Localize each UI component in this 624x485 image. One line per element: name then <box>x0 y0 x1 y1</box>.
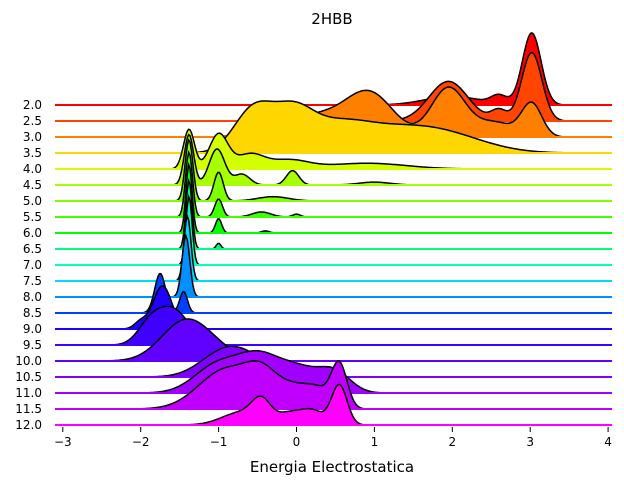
ridge-area <box>55 180 612 249</box>
row-label: 2.5 <box>23 114 42 128</box>
ridge-area <box>55 164 612 233</box>
ridge-series <box>55 100 613 154</box>
row-label: 4.5 <box>23 178 42 192</box>
row-label: 3.0 <box>23 130 42 144</box>
row-label: 5.0 <box>23 194 42 208</box>
row-label: 10.0 <box>15 354 42 368</box>
ridge-area <box>55 273 612 313</box>
ridge-line <box>55 178 612 250</box>
row-label: 6.0 <box>23 226 42 240</box>
ridge-area <box>55 285 612 329</box>
row-label: 8.5 <box>23 306 42 320</box>
ridge-series <box>55 138 612 202</box>
ridge-area <box>55 318 612 361</box>
ridge-line <box>55 194 612 266</box>
x-tick-label: −3 <box>54 435 72 449</box>
ridge-area <box>55 140 612 201</box>
ridge-area <box>55 360 612 409</box>
ridge-area <box>55 87 612 137</box>
row-label: 3.5 <box>23 146 42 160</box>
chart-title: 2HBB <box>311 10 352 28</box>
row-label: 2.0 <box>23 98 42 112</box>
x-tick-label: 3 <box>526 435 534 449</box>
row-label: 9.5 <box>23 338 42 352</box>
ridge-area <box>55 100 612 153</box>
ridge-series <box>55 178 612 250</box>
x-tick-label: 4 <box>604 435 612 449</box>
ridge-area <box>55 346 612 377</box>
row-label: 12.0 <box>15 418 42 432</box>
ridge-series <box>55 233 612 298</box>
ridges <box>55 32 613 426</box>
ridge-line <box>55 233 612 298</box>
ridge-area <box>55 235 612 297</box>
ridge-series <box>55 194 612 266</box>
row-label: 5.5 <box>23 210 42 224</box>
row-label: 4.0 <box>23 162 42 176</box>
row-label: 10.5 <box>15 370 42 384</box>
row-label: 6.5 <box>23 242 42 256</box>
ridge-series <box>55 285 612 330</box>
row-label: 11.5 <box>15 402 42 416</box>
row-label: 7.5 <box>23 274 42 288</box>
row-label: 7.0 <box>23 258 42 272</box>
x-tick-label: −2 <box>132 435 150 449</box>
row-label: 11.0 <box>15 386 42 400</box>
ridge-series <box>55 383 612 426</box>
x-tick-label: 2 <box>448 435 456 449</box>
row-labels: 2.0 2.5 3.0 3.5 4.0 4.5 5.0 5.5 6.0 6.5 7.0 7.5 8.0 8… <box>15 98 42 432</box>
ridge-series <box>55 318 612 362</box>
ridge-line <box>55 162 612 234</box>
ridge-series <box>55 213 612 282</box>
ridge-series <box>55 272 612 314</box>
ridge-series <box>55 162 612 234</box>
row-label: 9.0 <box>23 322 42 336</box>
x-tick-label: 1 <box>371 435 379 449</box>
ridge-area <box>55 196 612 265</box>
ridge-line <box>55 272 612 314</box>
ridge-series <box>55 150 612 218</box>
ridge-area <box>55 384 612 425</box>
x-axis: −3 −2 −1 0 1 2 3 4 <box>54 427 612 449</box>
x-axis-label: Energia Electrostatica <box>250 458 414 476</box>
x-tick-label: 0 <box>293 435 301 449</box>
row-label: 8.0 <box>23 290 42 304</box>
x-tick-label: −1 <box>210 435 228 449</box>
